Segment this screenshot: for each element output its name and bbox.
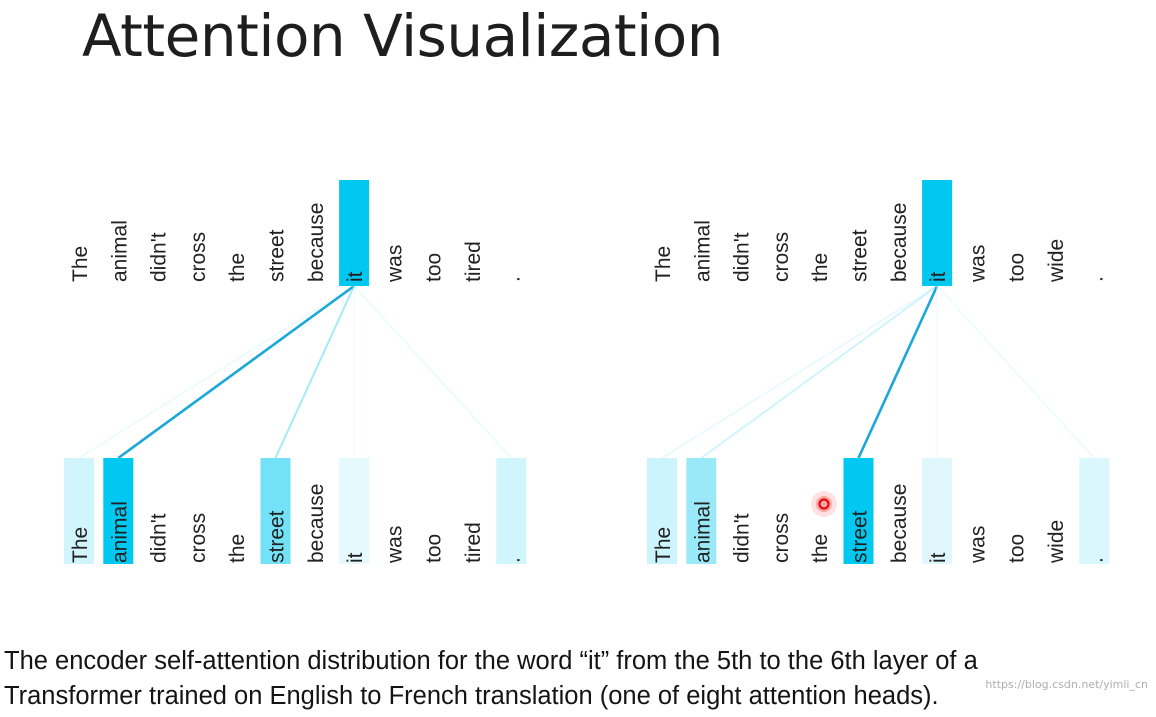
token-bottom-9: too [423, 534, 446, 563]
token-bottom-0: The [652, 527, 675, 563]
token-top-7: it [344, 271, 367, 282]
token-top-0: The [652, 246, 675, 282]
token-bottom-10: tired [462, 522, 485, 563]
token-bottom-1: animal [108, 501, 131, 563]
token-bottom-8: was [383, 526, 406, 564]
token-bottom-11: . [501, 557, 524, 563]
token-top-3: cross [770, 232, 793, 282]
token-top-1: animal [108, 220, 131, 282]
attention-weight-box-11 [496, 458, 527, 564]
token-bottom-0: The [69, 527, 92, 563]
token-top-6: because [888, 203, 911, 282]
figure-caption: The encoder self-attention distribution … [4, 644, 978, 714]
token-bottom-2: didn't [148, 513, 171, 563]
attention-line-1 [117, 284, 355, 460]
token-bottom-5: street [849, 510, 872, 563]
slide-title: Attention Visualization [82, 2, 723, 70]
attention-line-0 [78, 285, 355, 459]
token-top-11: . [501, 276, 524, 282]
token-bottom-6: because [888, 484, 911, 563]
token-top-10: wide [1045, 239, 1068, 283]
token-bottom-3: cross [187, 513, 210, 563]
token-top-1: animal [691, 220, 714, 282]
token-top-5: street [849, 229, 872, 282]
attention-line-11 [353, 285, 513, 459]
query-highlight-box [922, 180, 953, 286]
attention-line-5 [274, 285, 356, 459]
token-top-8: was [966, 245, 989, 283]
attention-weight-box-1 [686, 458, 717, 564]
attention-weight-box-1 [103, 458, 134, 564]
token-top-4: the [809, 253, 832, 282]
token-bottom-11: . [1084, 557, 1107, 563]
cursor-marker-icon [811, 491, 837, 517]
attention-line-11 [936, 285, 1096, 459]
query-highlight-box [339, 180, 370, 286]
token-bottom-8: was [966, 526, 989, 564]
token-top-10: tired [462, 241, 485, 282]
token-top-5: street [266, 229, 289, 282]
token-bottom-4: the [809, 534, 832, 563]
token-top-7: it [927, 271, 950, 282]
token-bottom-4: the [226, 534, 249, 563]
token-top-2: didn't [731, 232, 754, 282]
attention-weight-box-0 [647, 458, 677, 564]
token-bottom-1: animal [691, 501, 714, 563]
token-bottom-2: didn't [731, 513, 754, 563]
token-bottom-3: cross [770, 513, 793, 563]
attention-weight-box-7 [922, 458, 953, 564]
token-top-9: too [423, 253, 446, 282]
attention-line-1 [700, 285, 938, 459]
token-top-2: didn't [148, 232, 171, 282]
attention-weight-box-0 [64, 458, 94, 564]
watermark-text: https://blog.csdn.net/yimli_cn [985, 678, 1148, 691]
token-bottom-10: wide [1045, 520, 1068, 564]
caption-line-2: Transformer trained on English to French… [4, 682, 939, 710]
attention-weight-box-11 [1079, 458, 1110, 564]
attention-line-5 [857, 285, 939, 459]
token-top-3: cross [187, 232, 210, 282]
token-top-6: because [305, 203, 328, 282]
token-bottom-6: because [305, 484, 328, 563]
attention-panel-right: The The animal animal didn't didn't cross cross… [647, 180, 1110, 564]
token-top-11: . [1084, 276, 1107, 282]
token-top-9: too [1006, 253, 1029, 282]
token-bottom-7: it [927, 552, 950, 563]
token-bottom-7: it [344, 552, 367, 563]
token-top-8: was [383, 245, 406, 283]
attention-panel-left: The The animal animal didn't didn't cross cross… [64, 180, 527, 564]
attention-weight-box-5 [260, 458, 291, 564]
attention-weight-box-7 [339, 458, 370, 564]
token-top-4: the [226, 253, 249, 282]
attention-line-0 [661, 285, 938, 459]
attention-weight-box-5 [843, 458, 874, 564]
token-bottom-5: street [266, 510, 289, 563]
caption-line-1: The encoder self-attention distribution … [4, 647, 978, 675]
token-top-0: The [69, 246, 92, 282]
token-bottom-9: too [1006, 534, 1029, 563]
